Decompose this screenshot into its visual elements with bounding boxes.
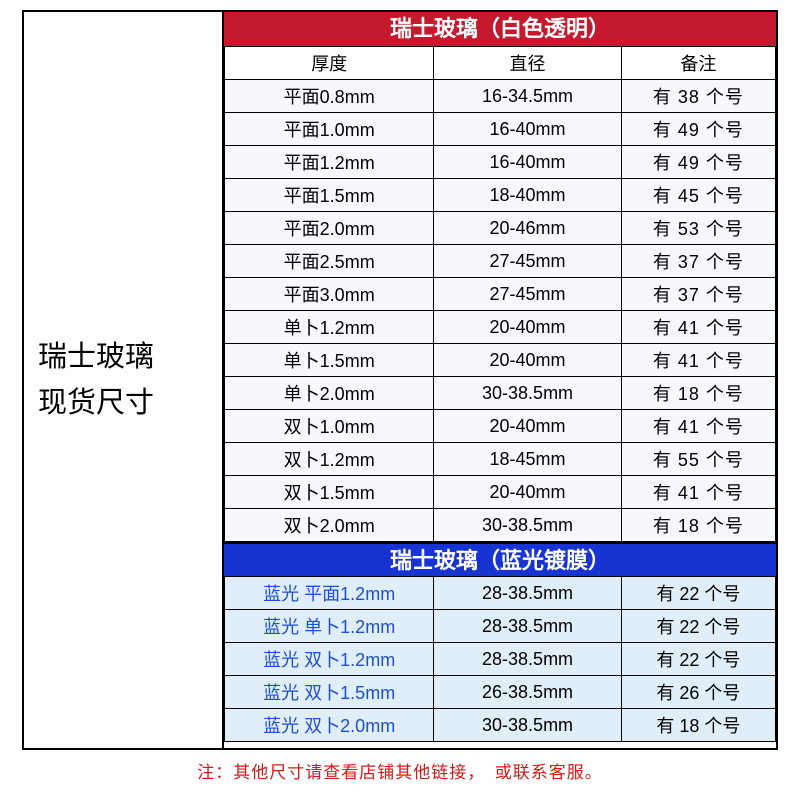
cell-c3: 有 41 个号 (621, 311, 775, 344)
cell-c1: 平面1.0mm (225, 113, 434, 146)
cell-c2: 30-38.5mm (434, 509, 621, 542)
cell-c2: 20-46mm (434, 212, 621, 245)
table-row: 单卜1.2mm20-40mm有 41 个号 (225, 311, 776, 344)
header-thickness: 厚度 (225, 47, 434, 80)
cell-c1: 蓝光 双卜1.5mm (225, 676, 434, 709)
cell-c2: 16-40mm (434, 113, 621, 146)
cell-c3: 有 41 个号 (621, 410, 775, 443)
table-row: 平面2.0mm20-46mm有 53 个号 (225, 212, 776, 245)
table-row: 平面1.5mm18-40mm有 45 个号 (225, 179, 776, 212)
table-row: 双卜1.2mm18-45mm有 55 个号 (225, 443, 776, 476)
right-column: 瑞士玻璃（白色透明） 厚度 直径 备注 平面0.8mm16-34.5mm有 38… (224, 12, 776, 748)
cell-c1: 平面2.5mm (225, 245, 434, 278)
cell-c3: 有 45 个号 (621, 179, 775, 212)
left-title-line1: 瑞士玻璃 (38, 341, 154, 373)
table-row: 蓝光 双卜1.2mm28-38.5mm有 22 个号 (225, 643, 776, 676)
cell-c2: 18-45mm (434, 443, 621, 476)
cell-c1: 双卜1.2mm (225, 443, 434, 476)
cell-c3: 有 22 个号 (621, 577, 775, 610)
cell-c3: 有 49 个号 (621, 113, 775, 146)
cell-c1: 单卜1.5mm (225, 344, 434, 377)
cell-c3: 有 49 个号 (621, 146, 775, 179)
cell-c2: 20-40mm (434, 410, 621, 443)
cell-c3: 有 18 个号 (621, 377, 775, 410)
banner-blue-glass: 瑞士玻璃（蓝光镀膜） (224, 542, 776, 576)
cell-c3: 有 37 个号 (621, 278, 775, 311)
left-title-cell: 瑞士玻璃 现货尺寸 (24, 12, 224, 748)
cell-c1: 平面1.5mm (225, 179, 434, 212)
cell-c2: 28-38.5mm (434, 610, 621, 643)
cell-c1: 平面2.0mm (225, 212, 434, 245)
cell-c1: 单卜1.2mm (225, 311, 434, 344)
table-row: 单卜1.5mm20-40mm有 41 个号 (225, 344, 776, 377)
main-table-frame: 瑞士玻璃 现货尺寸 瑞士玻璃（白色透明） 厚度 直径 备注 平面0.8mm16-… (22, 10, 778, 750)
cell-c3: 有 22 个号 (621, 643, 775, 676)
cell-c2: 30-38.5mm (434, 709, 621, 742)
table-header-row: 厚度 直径 备注 (225, 47, 776, 80)
table-row: 双卜2.0mm30-38.5mm有 18 个号 (225, 509, 776, 542)
cell-c2: 27-45mm (434, 278, 621, 311)
cell-c2: 16-40mm (434, 146, 621, 179)
cell-c1: 蓝光 双卜1.2mm (225, 643, 434, 676)
cell-c1: 双卜1.0mm (225, 410, 434, 443)
table-row: 蓝光 单卜1.2mm28-38.5mm有 22 个号 (225, 610, 776, 643)
cell-c2: 16-34.5mm (434, 80, 621, 113)
table-row: 平面0.8mm16-34.5mm有 38 个号 (225, 80, 776, 113)
cell-c3: 有 41 个号 (621, 344, 775, 377)
cell-c1: 单卜2.0mm (225, 377, 434, 410)
cell-c2: 28-38.5mm (434, 577, 621, 610)
cell-c3: 有 37 个号 (621, 245, 775, 278)
cell-c2: 30-38.5mm (434, 377, 621, 410)
header-diameter: 直径 (434, 47, 621, 80)
cell-c2: 20-40mm (434, 311, 621, 344)
cell-c3: 有 38 个号 (621, 80, 775, 113)
table-row: 蓝光 平面1.2mm28-38.5mm有 22 个号 (225, 577, 776, 610)
cell-c1: 平面0.8mm (225, 80, 434, 113)
cell-c3: 有 53 个号 (621, 212, 775, 245)
cell-c2: 26-38.5mm (434, 676, 621, 709)
cell-c3: 有 18 个号 (621, 509, 775, 542)
cell-c1: 蓝光 单卜1.2mm (225, 610, 434, 643)
table-blue-glass: 蓝光 平面1.2mm28-38.5mm有 22 个号蓝光 单卜1.2mm28-3… (224, 576, 776, 742)
table-row: 平面1.2mm16-40mm有 49 个号 (225, 146, 776, 179)
cell-c3: 有 22 个号 (621, 610, 775, 643)
left-title-line2: 现货尺寸 (38, 387, 154, 419)
cell-c1: 蓝光 平面1.2mm (225, 577, 434, 610)
header-remark: 备注 (621, 47, 775, 80)
cell-c3: 有 55 个号 (621, 443, 775, 476)
cell-c1: 双卜2.0mm (225, 509, 434, 542)
table-row: 双卜1.5mm20-40mm有 41 个号 (225, 476, 776, 509)
cell-c1: 平面1.2mm (225, 146, 434, 179)
banner-white-glass: 瑞士玻璃（白色透明） (224, 12, 776, 46)
table-row: 平面2.5mm27-45mm有 37 个号 (225, 245, 776, 278)
cell-c3: 有 41 个号 (621, 476, 775, 509)
cell-c1: 蓝光 双卜2.0mm (225, 709, 434, 742)
cell-c2: 27-45mm (434, 245, 621, 278)
cell-c2: 28-38.5mm (434, 643, 621, 676)
table-row: 平面3.0mm27-45mm有 37 个号 (225, 278, 776, 311)
footnote: 注：其他尺寸请查看店铺其他链接， 或联系客服。 (22, 758, 778, 783)
cell-c3: 有 26 个号 (621, 676, 775, 709)
cell-c2: 20-40mm (434, 476, 621, 509)
table-row: 双卜1.0mm20-40mm有 41 个号 (225, 410, 776, 443)
table-white-glass: 厚度 直径 备注 平面0.8mm16-34.5mm有 38 个号平面1.0mm1… (224, 46, 776, 542)
left-title: 瑞士玻璃 现货尺寸 (38, 334, 154, 427)
table-row: 单卜2.0mm30-38.5mm有 18 个号 (225, 377, 776, 410)
table-row: 平面1.0mm16-40mm有 49 个号 (225, 113, 776, 146)
table-row: 蓝光 双卜2.0mm30-38.5mm有 18 个号 (225, 709, 776, 742)
cell-c2: 18-40mm (434, 179, 621, 212)
cell-c2: 20-40mm (434, 344, 621, 377)
table-row: 蓝光 双卜1.5mm26-38.5mm有 26 个号 (225, 676, 776, 709)
cell-c3: 有 18 个号 (621, 709, 775, 742)
cell-c1: 双卜1.5mm (225, 476, 434, 509)
cell-c1: 平面3.0mm (225, 278, 434, 311)
